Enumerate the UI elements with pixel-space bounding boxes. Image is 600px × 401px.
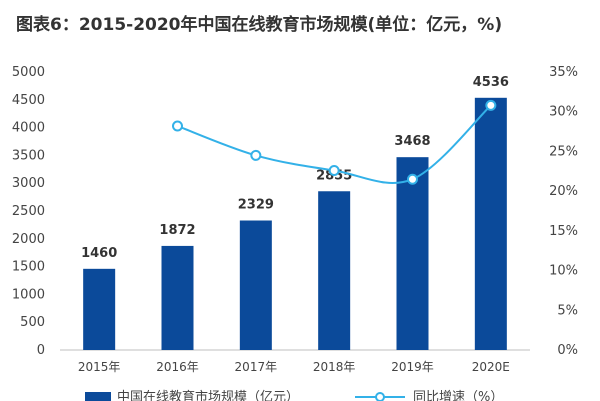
data-label: 1872	[159, 223, 195, 238]
left-tick-label: 2500	[12, 204, 45, 219]
bar	[161, 245, 194, 350]
line-series	[172, 99, 497, 185]
left-axis: 0 500 1000 1500 2000 2500 3000 3500 4000 4500 5000	[12, 65, 45, 358]
bar-series	[83, 97, 507, 350]
x-tick-label: 2019年	[391, 360, 434, 374]
left-tick-label: 1000	[12, 287, 45, 302]
right-tick-label: 20%	[549, 184, 578, 199]
data-label: 3468	[394, 134, 430, 149]
line-point	[250, 149, 262, 161]
data-label: 4536	[473, 75, 509, 90]
x-tick-label: 2020E	[472, 360, 510, 374]
left-tick-label: 3000	[12, 176, 45, 191]
line-point	[485, 99, 497, 111]
left-tick-label: 3500	[12, 148, 45, 163]
chart-title: 图表6：2015-2020年中国在线教育市场规模(单位：亿元，%)	[16, 15, 503, 35]
right-axis: 0% 5% 10% 15% 20% 25% 30% 35%	[549, 65, 578, 358]
right-tick-label: 0%	[557, 343, 578, 358]
x-tick-label: 2018年	[313, 360, 356, 374]
bar	[474, 97, 507, 350]
bar	[396, 157, 429, 350]
x-tick-label: 2017年	[235, 360, 278, 374]
x-axis: 2015年 2016年 2017年 2018年 2019年 2020E	[78, 360, 510, 374]
data-labels: 146018722329285534684536	[81, 75, 509, 261]
legend-line-marker	[375, 392, 385, 401]
data-label: 2329	[238, 198, 274, 213]
left-tick-label: 4500	[12, 93, 45, 108]
bar	[83, 268, 116, 350]
right-tick-label: 30%	[549, 105, 578, 120]
left-tick-label: 4000	[12, 121, 45, 136]
left-tick-label: 2000	[12, 232, 45, 247]
left-tick-label: 0	[37, 343, 45, 358]
bar	[239, 220, 272, 350]
x-tick-label: 2015年	[78, 360, 121, 374]
data-label: 1460	[81, 246, 117, 261]
right-tick-label: 10%	[549, 264, 578, 279]
legend-bar-swatch	[85, 392, 111, 401]
line-point	[172, 120, 183, 132]
left-tick-label: 1500	[12, 260, 45, 275]
x-tick-label: 2016年	[156, 360, 199, 374]
left-tick-label: 5000	[12, 65, 45, 80]
legend-label: 同比增速（%）	[413, 390, 503, 401]
line-point	[407, 173, 418, 185]
right-tick-label: 25%	[549, 144, 578, 159]
legend-label: 中国在线教育市场规模（亿元）	[117, 389, 299, 401]
bar	[318, 191, 351, 350]
legend: 中国在线教育市场规模（亿元） 同比增速（%）	[85, 389, 503, 401]
right-tick-label: 5%	[557, 303, 578, 318]
line-point	[328, 164, 340, 176]
right-tick-label: 15%	[549, 224, 578, 239]
left-tick-label: 500	[20, 315, 45, 330]
right-tick-label: 35%	[549, 65, 578, 80]
